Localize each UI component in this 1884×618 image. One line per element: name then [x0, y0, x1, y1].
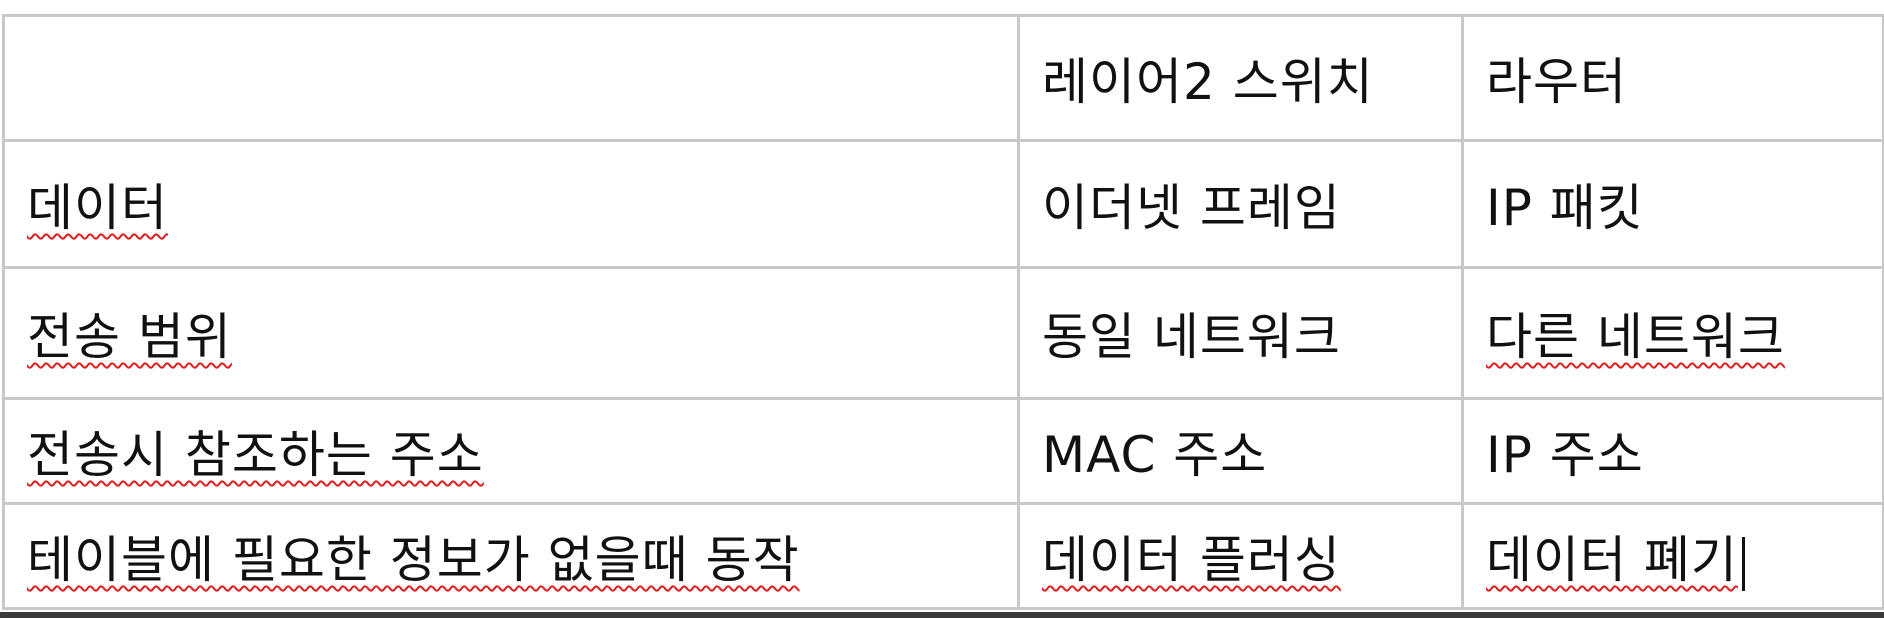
- table-cell[interactable]: 데이터: [2, 139, 1020, 269]
- table-cell[interactable]: 다른 네트워크: [1461, 266, 1884, 400]
- table-cell[interactable]: 데이터 플러싱: [1017, 502, 1464, 610]
- table-cell[interactable]: 이더넷 프레임: [1017, 139, 1464, 269]
- cell-text: 이더넷 프레임: [1042, 179, 1341, 237]
- table-cell[interactable]: IP 패킷: [1461, 139, 1884, 269]
- cell-text: 데이터 플러싱: [1042, 531, 1341, 589]
- table-cell[interactable]: 테이블에 필요한 정보가 없을때 동작: [2, 502, 1020, 610]
- window-bottom-edge: [0, 612, 1884, 618]
- table-header-row: 레이어2 스위치 라우터: [2, 14, 1884, 142]
- table-cell[interactable]: 동일 네트워크: [1017, 266, 1464, 400]
- cell-text: 라우터: [1486, 53, 1627, 111]
- cell-text: IP 주소: [1486, 426, 1644, 484]
- cell-text: IP 패킷: [1486, 179, 1644, 237]
- cell-text: MAC 주소: [1042, 426, 1268, 484]
- table-cell[interactable]: IP 주소: [1461, 397, 1884, 505]
- cell-text: 전송시 참조하는 주소: [27, 426, 484, 484]
- table-row: 전송 범위 동일 네트워크 다른 네트워크: [2, 266, 1884, 400]
- table-cell-header-router[interactable]: 라우터: [1461, 14, 1884, 142]
- cell-text: 동일 네트워크: [1042, 308, 1341, 366]
- table-row: 전송시 참조하는 주소 MAC 주소 IP 주소: [2, 397, 1884, 505]
- table-cell[interactable]: 전송 범위: [2, 266, 1020, 400]
- table-cell[interactable]: 전송시 참조하는 주소: [2, 397, 1020, 505]
- cell-text: 전송 범위: [27, 308, 232, 366]
- table-row: 테이블에 필요한 정보가 없을때 동작 데이터 플러싱 데이터 폐기: [2, 502, 1884, 610]
- cell-text: 데이터 폐기: [1486, 531, 1738, 589]
- cell-text: 테이블에 필요한 정보가 없을때 동작: [27, 531, 800, 589]
- cell-text: 데이터: [27, 179, 168, 237]
- comparison-table: 레이어2 스위치 라우터 데이터 이더넷 프레임 IP 패킷 전송 범위 동일 …: [2, 14, 1884, 610]
- cell-text: 다른 네트워크: [1486, 308, 1785, 366]
- table-cell[interactable]: 데이터 폐기: [1461, 502, 1884, 610]
- table-row: 데이터 이더넷 프레임 IP 패킷: [2, 139, 1884, 269]
- cell-text: 레이어2 스위치: [1042, 53, 1374, 111]
- table-cell-header-switch[interactable]: 레이어2 스위치: [1017, 14, 1464, 142]
- table-cell[interactable]: MAC 주소: [1017, 397, 1464, 505]
- table-cell-header-empty[interactable]: [2, 14, 1020, 142]
- text-cursor: [1741, 536, 1745, 591]
